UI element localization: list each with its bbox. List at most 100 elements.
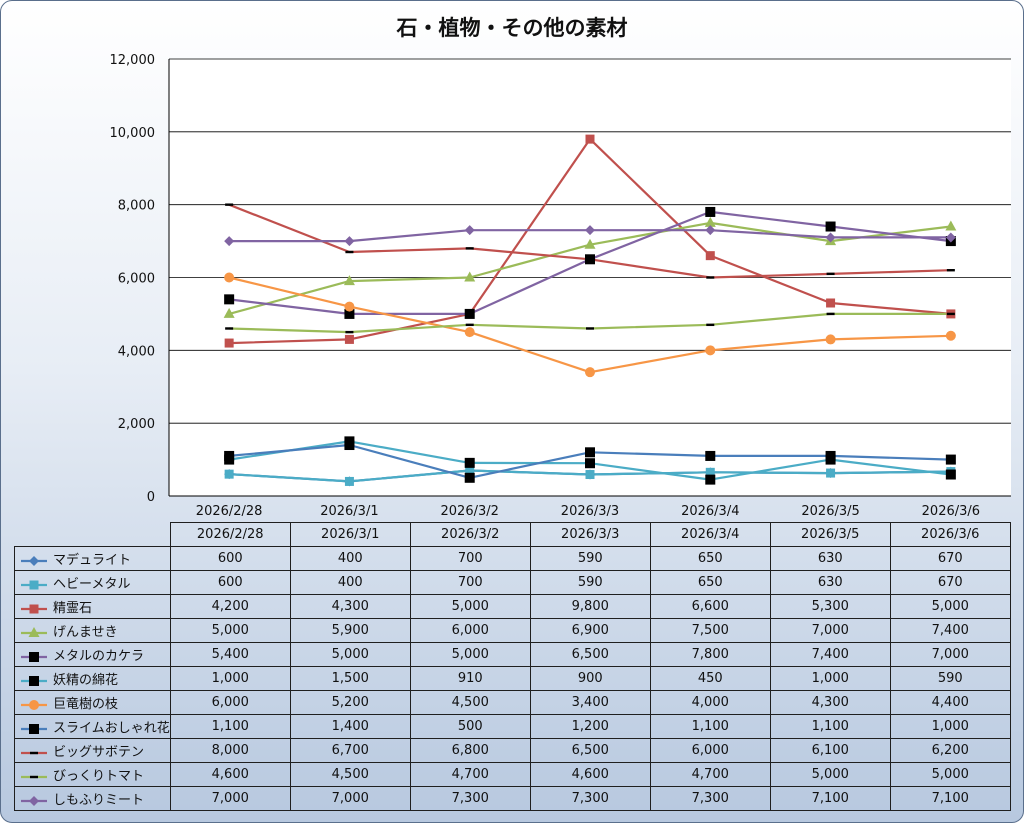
- table-corner: [15, 523, 171, 547]
- table-cell: 7,300: [529, 786, 651, 811]
- data-point: [465, 323, 474, 327]
- table-cell: 630: [769, 546, 891, 571]
- table-cell: 6,900: [529, 618, 651, 643]
- table-cell: 630: [769, 570, 891, 595]
- y-tick-label: 10,000: [110, 126, 156, 141]
- table-cell: 6,500: [529, 642, 651, 667]
- table-row: スライムおしゃれ花 1,100 1,400 500 1,200 1,100 1,100 1,0…: [14, 714, 1011, 739]
- data-point: [464, 271, 476, 282]
- legend-marker: [29, 580, 39, 589]
- table-cell: 4,500: [289, 762, 411, 787]
- table-header-cell: 2026/3/1: [289, 522, 411, 547]
- legend-key: [21, 775, 47, 778]
- data-point: [464, 225, 475, 236]
- table-cell: 600: [169, 570, 291, 595]
- table-cell: 5,000: [289, 642, 411, 667]
- table-cell: 1,200: [529, 714, 651, 739]
- y-tick-label: 8,000: [118, 199, 155, 214]
- table-cell: 1,000: [889, 714, 1011, 739]
- table-cell: 1,100: [169, 714, 291, 739]
- data-point: [344, 440, 355, 451]
- data-point: [224, 469, 234, 479]
- table-cell: 590: [529, 570, 651, 595]
- y-tick-label: 4,000: [118, 344, 155, 359]
- table-cell: 6,700: [289, 738, 411, 763]
- series-name: メタルのカケラ: [53, 649, 145, 664]
- legend-key: [21, 699, 47, 710]
- x-tick-label: 2026/3/1: [320, 504, 378, 519]
- legend-key: [21, 795, 47, 806]
- data-point: [344, 301, 355, 312]
- table-cell: 1,100: [649, 714, 771, 739]
- table-cell: 3,400: [529, 690, 651, 715]
- table-cell: 6,100: [769, 738, 891, 763]
- data-point: [705, 474, 716, 485]
- series-name: 妖精の綿花: [53, 673, 119, 688]
- table-row: びっくりトマト 4,600 4,500 4,700 4,600 4,700 5,000 5,0…: [14, 762, 1011, 787]
- table-header-cell: 2026/3/4: [649, 522, 771, 547]
- data-point: [465, 247, 474, 250]
- data-point: [464, 327, 475, 338]
- table-cell: 4,500: [409, 690, 531, 715]
- data-point: [945, 220, 957, 231]
- data-point: [825, 334, 836, 345]
- table-cell: 700: [409, 570, 531, 595]
- legend-cell: ヘビーメタル: [14, 570, 171, 595]
- table-cell: 5,000: [889, 594, 1011, 619]
- table-cell: 7,000: [889, 642, 1011, 667]
- table-cell: 900: [529, 666, 651, 691]
- table-cell: 7,800: [649, 642, 771, 667]
- x-tick-label: 2026/3/2: [441, 504, 499, 519]
- table-cell: 4,300: [289, 594, 411, 619]
- table-cell: 6,000: [649, 738, 771, 763]
- table-cell: 7,100: [769, 786, 891, 811]
- data-point: [945, 232, 956, 243]
- table-cell: 450: [649, 666, 771, 691]
- table-cell: 6,000: [169, 690, 291, 715]
- table-cell: 1,500: [289, 666, 411, 691]
- table-cell: 6,200: [889, 738, 1011, 763]
- data-point: [825, 232, 836, 243]
- table-cell: 7,000: [289, 786, 411, 811]
- table-cell: 5,000: [769, 762, 891, 787]
- data-point: [705, 225, 716, 236]
- legend-key: [21, 555, 47, 566]
- table-row: ビッグサボテン 8,000 6,700 6,800 6,500 6,000 6,100 6,2…: [14, 738, 1011, 763]
- legend-key: [21, 626, 47, 637]
- data-point: [705, 206, 716, 217]
- data-point: [825, 450, 836, 461]
- data-point: [705, 345, 716, 356]
- legend-cell: しもふりミート: [14, 786, 171, 811]
- data-point: [585, 447, 595, 458]
- legend-marker: [29, 795, 39, 806]
- data-point: [465, 466, 475, 476]
- data-point: [464, 457, 475, 468]
- table-header-cell: 2026/3/2: [409, 522, 531, 547]
- legend-cell: げんませき: [14, 618, 171, 643]
- data-point: [585, 367, 595, 378]
- table-cell: 5,000: [169, 618, 291, 643]
- x-tick-label: 2026/3/6: [922, 504, 980, 519]
- chart-title: 石・植物・その他の素材: [396, 16, 628, 40]
- data-point: [585, 134, 595, 144]
- table-cell: 7,000: [769, 618, 891, 643]
- table-cell: 700: [409, 546, 531, 571]
- y-tick-label: 6,000: [118, 272, 155, 287]
- data-point: [344, 236, 355, 247]
- data-point: [826, 298, 836, 308]
- table-cell: 590: [889, 666, 1011, 691]
- legend-marker: [29, 723, 39, 734]
- legend-cell: スライムおしゃれ花: [14, 714, 171, 739]
- data-point: [225, 203, 234, 206]
- legend-cell: ビッグサボテン: [14, 738, 171, 763]
- table-cell: 5,400: [169, 642, 291, 667]
- series-name: 精霊石: [53, 601, 93, 616]
- data-point: [946, 269, 955, 272]
- data-point: [825, 221, 836, 232]
- legend-key: [21, 651, 47, 662]
- table-row: げんませき 5,000 5,900 6,000 6,900 7,500 7,000 7,400: [14, 618, 1011, 643]
- line-chart: 石・植物・その他の素材 0 2,000 4,000 6,000 8,000 10,000 1…: [110, 16, 1011, 519]
- table-row: 精霊石 4,200 4,300 5,000 9,800 6,600 5,300 5,000: [14, 594, 1011, 619]
- table-row: マデュライト 600 400 700 590 650 630 670: [14, 546, 1011, 571]
